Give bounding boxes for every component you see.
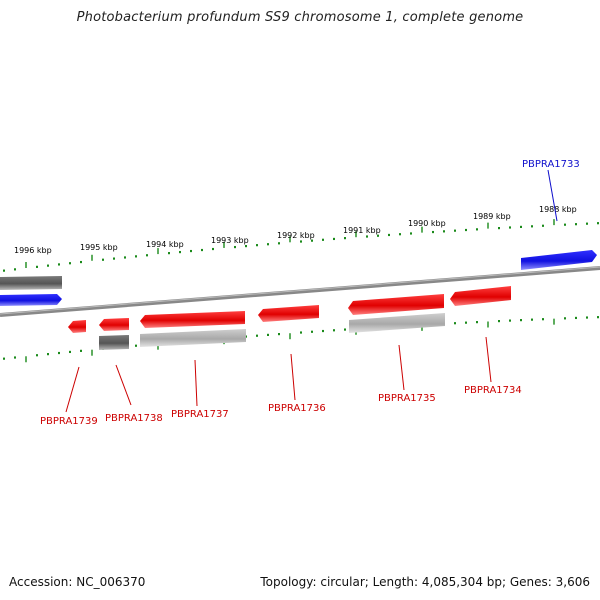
scale-label: 1988 kbp	[539, 205, 577, 214]
scale-label: 1989 kbp	[473, 212, 511, 221]
gene-arrow-PBPRA1735[interactable]	[348, 294, 444, 315]
gene-label-PBPRA1735[interactable]: PBPRA1735	[378, 393, 436, 404]
gene-label-PBPRA1734[interactable]: PBPRA1734	[464, 385, 522, 396]
gene-label-PBPRA1738[interactable]: PBPRA1738	[105, 413, 163, 424]
map-title: Photobacterium profundum SS9 chromosome …	[76, 10, 524, 25]
scale-label: 1991 kbp	[343, 226, 381, 235]
scale-label: 1990 kbp	[408, 219, 446, 228]
scale-label: 1993 kbp	[211, 236, 249, 245]
outer-scale-ring	[3, 219, 599, 272]
gene-label-PBPRA1737[interactable]: PBPRA1737	[171, 409, 229, 420]
scale-labels: 1988 kbp 1989 kbp 1990 kbp 1991 kbp 1992…	[14, 205, 577, 255]
gene-arrow-PBPRA1736[interactable]	[258, 305, 319, 322]
gene-arrow-PBPRA1733[interactable]	[521, 250, 597, 270]
accession-text: Accession: NC_006370	[9, 575, 146, 589]
inner-scale-ring	[3, 316, 599, 363]
gene-arrow-PBPRA1737[interactable]	[140, 311, 245, 328]
scale-label: 1994 kbp	[146, 240, 184, 249]
gene-arrow-PBPRA1739[interactable]	[68, 320, 86, 333]
gene-label-PBPRA1739[interactable]: PBPRA1739	[40, 416, 98, 427]
gray-feature-1738[interactable]	[99, 335, 129, 350]
leader-lines	[65, 169, 558, 413]
gray-feature-1735[interactable]	[349, 313, 445, 333]
outer-track	[0, 250, 597, 306]
chromosome-backbone	[0, 266, 600, 317]
gene-label-PBPRA1733[interactable]: PBPRA1733	[522, 159, 580, 170]
gene-arrow-PBPRA1734[interactable]	[450, 286, 511, 306]
rna-feature-left[interactable]	[0, 294, 62, 306]
gene-label-PBPRA1736[interactable]: PBPRA1736	[268, 403, 326, 414]
gene-labels: PBPRA1733 PBPRA1734 PBPRA1735 PBPRA1736 …	[40, 159, 580, 427]
genome-summary-text: Topology: circular; Length: 4,085,304 bp…	[260, 575, 590, 589]
scale-label: 1992 kbp	[277, 231, 315, 240]
inner-track	[68, 286, 511, 350]
gene-arrow-PBPRA1738[interactable]	[99, 318, 129, 331]
gray-feature-left[interactable]	[0, 276, 62, 290]
gray-feature-1737[interactable]	[140, 329, 246, 347]
scale-label: 1996 kbp	[14, 246, 52, 255]
scale-label: 1995 kbp	[80, 243, 118, 252]
